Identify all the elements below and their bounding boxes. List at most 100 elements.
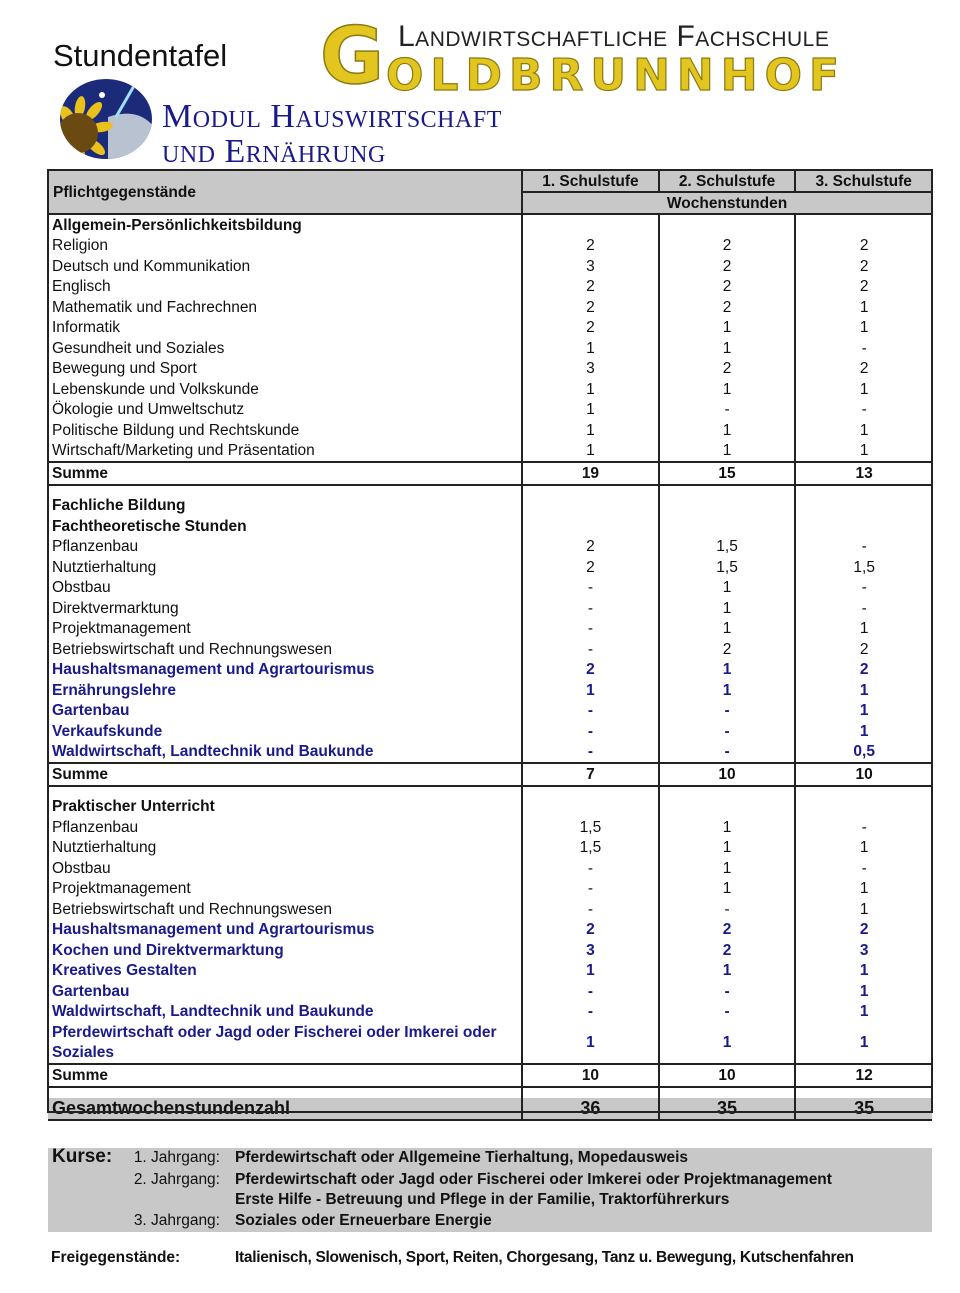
subject-label: Betriebswirtschaft und Rechnungswesen — [52, 640, 333, 658]
subject-row: Gartenbau - -1 — [48, 700, 932, 721]
hours-cell-1: 19 — [521, 461, 659, 486]
subject-row: Nutztierhaltung 1,5 1 1 — [48, 837, 932, 858]
hours-cell-3: - — [794, 536, 932, 557]
hours-cell-3: 1 — [794, 1001, 932, 1022]
hours-cell-1 — [521, 484, 659, 496]
subject-label: Nutztierhaltung — [52, 839, 157, 857]
hours-cell-3: 35 — [794, 1097, 932, 1121]
module-title-line2: und Ernährung — [162, 133, 386, 170]
hours-cell-2: 2 — [657, 235, 796, 256]
hours-cell-2: 2 — [657, 297, 796, 318]
hours-cell-3: 1 — [794, 1022, 932, 1064]
hours-cell-2: - — [657, 721, 796, 742]
hours-cell-3: 1 — [794, 981, 932, 1002]
hours-cell-3: 2 — [794, 235, 932, 256]
subject-row: Projektmanagement -1 1 — [48, 878, 932, 899]
page-title: Stundentafel — [53, 38, 228, 73]
hours-cell-1: 2 — [521, 919, 659, 940]
subject-label — [48, 485, 522, 496]
hours-cell-3: 1 — [794, 899, 932, 920]
header-col-1: 1. Schulstufe — [521, 169, 660, 193]
subject-row: Waldwirtschaft, Landtechnik und Baukunde… — [48, 741, 932, 763]
course-text: Soziales oder Erneuerbare Energie — [235, 1212, 492, 1229]
subject-row: Ernährungslehre 1 1 1 — [48, 680, 932, 701]
subject-row: Betriebswirtschaft und Rechnungswesen - -1 — [48, 899, 932, 920]
subject-label: Pflanzenbau — [52, 538, 139, 556]
subject-label: Obstbau — [52, 859, 111, 877]
hours-cell-3 — [794, 1086, 932, 1098]
subject-label: Haushaltsmanagement und Agrartourismus — [52, 921, 375, 939]
subject-label: Praktischer Unterricht — [52, 798, 215, 816]
subject-label: Haushaltsmanagement und Agrartourismus — [52, 661, 375, 679]
hours-cell-2: 1 — [657, 618, 796, 639]
subject-label: Gesundheit und Soziales — [52, 339, 225, 357]
hours-cell-2: 1,5 — [657, 536, 796, 557]
hours-cell-3: 2 — [794, 639, 932, 660]
hours-cell-2: 15 — [657, 461, 796, 486]
hours-cell-1: - — [521, 741, 659, 763]
hours-cell-1: - — [521, 878, 659, 899]
hours-cell-2: 1 — [657, 837, 796, 858]
subject-label: Gartenbau — [52, 702, 130, 720]
subject-label: Bewegung und Sport — [52, 360, 197, 378]
subject-row: Obstbau -1- — [48, 577, 932, 598]
hours-cell-2: 1 — [657, 317, 796, 338]
hours-cell-3: 13 — [794, 461, 932, 486]
hours-cell-1: 10 — [521, 1063, 659, 1088]
sum-row: Summe 7 10 10 — [48, 762, 932, 787]
subject-label: Mathematik und Fachrechnen — [52, 298, 258, 316]
hours-cell-1: - — [521, 1001, 659, 1022]
hours-cell-1: 1 — [521, 420, 659, 441]
hours-cell-1: 1,5 — [521, 837, 659, 858]
subject-label: Direktvermarktung — [52, 599, 179, 617]
hours-cell-3 — [794, 484, 932, 496]
subject-row: Wirtschaft/Marketing und Präsentation 1 1 1 — [48, 440, 932, 462]
hours-cell-2: 10 — [657, 762, 796, 787]
hours-cell-2: 2 — [657, 940, 796, 961]
subject-label: Politische Bildung und Rechtskunde — [52, 421, 300, 439]
hours-cell-3: 10 — [794, 762, 932, 787]
hours-cell-1: 1 — [521, 960, 659, 981]
hours-cell-3 — [794, 516, 932, 537]
hours-cell-1: 1 — [521, 338, 659, 359]
hours-cell-1: 2 — [521, 235, 659, 256]
subject-row: Ökologie und Umweltschutz 1- - — [48, 399, 932, 420]
subject-label: Gartenbau — [52, 982, 130, 1000]
sum-row: Summe 19 15 13 — [48, 461, 932, 486]
hours-cell-3: 1 — [794, 680, 932, 701]
hours-cell-3 — [794, 214, 932, 236]
hours-cell-1: 2 — [521, 536, 659, 557]
course-text: Pferdewirtschaft oder Jagd oder Fischere… — [235, 1171, 832, 1188]
subject-row: Projektmanagement -1 1 — [48, 618, 932, 639]
hours-cell-2 — [657, 796, 796, 817]
hours-cell-1: 1 — [521, 379, 659, 400]
hours-cell-3: 2 — [794, 256, 932, 277]
group-heading-row: Fachliche Bildung — [48, 495, 932, 516]
timetable-body: Allgemein-Persönlichkeitsbildung Religion… — [48, 214, 932, 1121]
hours-cell-2: 1 — [657, 440, 796, 462]
course-text: Erste Hilfe - Betreuung und Pflege in de… — [235, 1191, 730, 1208]
subject-row: Haushaltsmanagement und Agrartourismus 2 2… — [48, 919, 932, 940]
hours-cell-2 — [657, 785, 796, 797]
hours-cell-3: 1 — [794, 440, 932, 462]
subject-label: Pflanzenbau — [52, 818, 139, 836]
course-year: 3. Jahrgang: — [133, 1212, 220, 1229]
subject-row: Lebenskunde und Volkskunde 1 1 1 — [48, 379, 932, 400]
hours-cell-1: 36 — [521, 1097, 659, 1121]
hours-cell-2: 1 — [657, 960, 796, 981]
hours-cell-2: 2 — [657, 276, 796, 297]
subject-label: Projektmanagement — [52, 880, 191, 898]
subject-row: Verkaufskunde - -1 — [48, 721, 932, 742]
hours-cell-2: 2 — [657, 919, 796, 940]
hours-cell-3: - — [794, 858, 932, 879]
hours-cell-1: 2 — [521, 557, 659, 578]
hours-cell-1: - — [521, 598, 659, 619]
hours-cell-2: - — [657, 981, 796, 1002]
subject-label: Kreatives Gestalten — [52, 962, 197, 980]
hours-cell-3: 1 — [794, 317, 932, 338]
hours-cell-2 — [657, 495, 796, 516]
hours-cell-1 — [521, 495, 659, 516]
subject-label: Summe — [48, 762, 523, 787]
hours-cell-3: 1 — [794, 878, 932, 899]
